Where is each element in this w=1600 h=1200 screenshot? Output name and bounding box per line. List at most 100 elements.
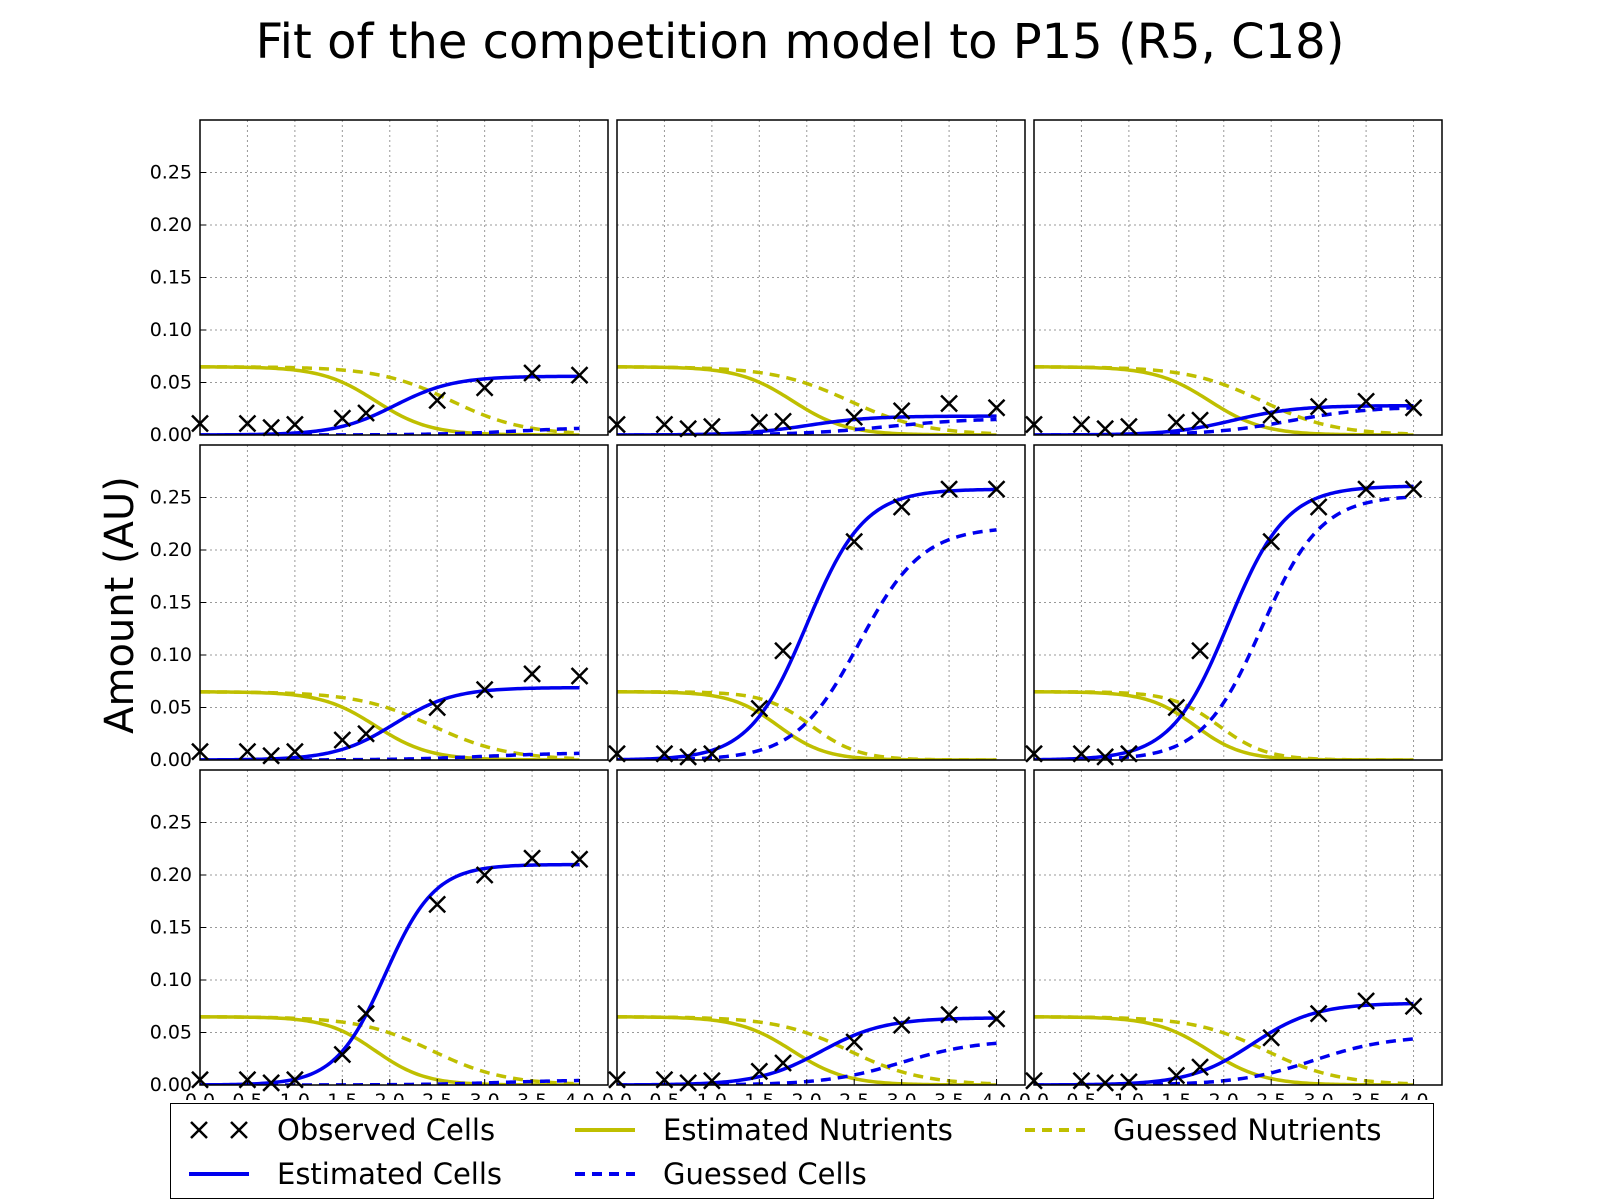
x-tick-label: 0.0 xyxy=(185,1090,215,1100)
observed-point xyxy=(1309,397,1328,416)
x-tick-label: 1.5 xyxy=(327,1090,357,1100)
y-tick-label: 0.10 xyxy=(150,969,192,991)
observed-marker-icon xyxy=(190,1121,248,1139)
observed-point xyxy=(1309,1004,1328,1023)
chart-plot-area: 0.00 0.05 0.10 0.15 0.20 0.25 0.00 0.05 0.10 0.15… xyxy=(150,119,1443,1100)
observed-point xyxy=(987,480,1006,498)
x-tick-label: 2.5 xyxy=(839,1090,869,1100)
observed-point xyxy=(940,1005,958,1024)
subplot-frame xyxy=(616,119,1026,436)
observed-point xyxy=(774,641,792,660)
observed-point xyxy=(1191,641,1209,660)
y-tick-label: 0.00 xyxy=(150,424,192,446)
observed-point xyxy=(703,744,721,763)
estimated-cells-line xyxy=(617,487,997,760)
subplot-frame xyxy=(1033,769,1443,1086)
subplot-5 xyxy=(608,444,1026,766)
observed-point xyxy=(475,680,494,699)
observed-point xyxy=(333,409,352,428)
observed-point xyxy=(262,746,281,765)
observed-point xyxy=(750,699,769,718)
estimated-cells-line xyxy=(200,862,580,1085)
observed-point xyxy=(1119,744,1138,763)
observed-point xyxy=(523,849,541,868)
observed-point xyxy=(523,665,541,683)
observed-point xyxy=(892,401,911,420)
observed-point xyxy=(679,747,698,766)
guessed-nutrients-line xyxy=(617,365,997,435)
observed-point xyxy=(570,667,589,685)
chart-title: Fit of the competition model to P15 (R5,… xyxy=(255,14,1345,70)
observed-point xyxy=(655,415,674,434)
solid-line-icon xyxy=(189,1172,249,1176)
x-tick-label: 1.5 xyxy=(1161,1090,1191,1100)
observed-point xyxy=(940,394,958,413)
x-tick-label: 0.5 xyxy=(1066,1090,1096,1100)
chart-legend: Observed Cells Estimated Nutrients Guess… xyxy=(170,1103,1434,1199)
observed-point xyxy=(1262,532,1281,551)
observed-point xyxy=(750,1062,769,1081)
guessed-cells-line xyxy=(617,417,997,435)
observed-point xyxy=(1096,747,1115,766)
observed-point xyxy=(892,1016,911,1035)
observed-point xyxy=(1404,997,1423,1016)
observed-point xyxy=(428,698,447,717)
subplot-8: 0.0 0.5 1.0 1.5 2.0 2.5 3.0 3.5 4.0 xyxy=(602,769,1026,1100)
legend-label-estimated-cells: Estimated Cells xyxy=(277,1157,503,1191)
x-tick-label: 4.0 xyxy=(564,1090,594,1100)
observed-point xyxy=(357,404,375,422)
x-tick-label: 0.0 xyxy=(1019,1090,1049,1100)
x-tick-label: 3.5 xyxy=(517,1090,547,1100)
subplot-7: 0.00 0.05 0.10 0.15 0.20 0.25 0.0 0.5 1.0 1.5 2.0 2… xyxy=(150,769,609,1100)
subplot-frame xyxy=(616,769,1026,1086)
x-tick-label: 1.5 xyxy=(744,1090,774,1100)
y-tick-label: 0.00 xyxy=(150,749,192,771)
observed-point xyxy=(262,1074,281,1092)
x-tick-label: 2.0 xyxy=(1209,1090,1239,1100)
observed-point xyxy=(475,866,494,884)
observed-point xyxy=(1096,419,1115,438)
legend-item-observed-cells: Observed Cells xyxy=(185,1110,495,1150)
observed-point xyxy=(1262,406,1281,424)
x-tick-label: 2.5 xyxy=(1256,1090,1286,1100)
observed-point xyxy=(1357,480,1375,498)
x-tick-label: 3.0 xyxy=(1304,1090,1334,1100)
y-tick-label: 0.00 xyxy=(150,1074,192,1096)
subplot-9: 0.0 0.5 1.0 1.5 2.0 2.5 3.0 3.5 4.0 xyxy=(1019,769,1443,1100)
y-tick-label: 0.05 xyxy=(150,1022,192,1044)
observed-point xyxy=(1167,698,1186,717)
observed-point xyxy=(987,1009,1006,1028)
observed-point xyxy=(570,850,589,869)
legend-label-guessed-nutrients: Guessed Nutrients xyxy=(1113,1113,1382,1147)
guessed-cells-line xyxy=(617,528,997,760)
observed-point xyxy=(570,366,589,385)
observed-point xyxy=(679,419,698,438)
observed-point xyxy=(1072,415,1091,434)
observed-point xyxy=(774,1054,792,1072)
observed-point xyxy=(333,731,352,749)
observed-point xyxy=(774,412,792,431)
observed-point xyxy=(475,378,494,397)
y-tick-label: 0.25 xyxy=(150,487,192,509)
observed-point xyxy=(357,1004,375,1023)
observed-point xyxy=(750,413,769,432)
observed-point xyxy=(523,364,541,382)
guessed-nutrients-line xyxy=(200,365,580,435)
legend-label-guessed-cells: Guessed Cells xyxy=(663,1157,867,1191)
legend-label-observed-cells: Observed Cells xyxy=(277,1113,496,1147)
observed-point xyxy=(286,415,304,434)
x-tick-label: 2.0 xyxy=(792,1090,822,1100)
guessed-nutrients-line xyxy=(200,690,580,760)
subplot-6 xyxy=(1025,444,1443,766)
observed-point xyxy=(238,414,257,433)
y-tick-label: 0.05 xyxy=(150,372,192,394)
subplot-frame xyxy=(1033,119,1443,436)
observed-point xyxy=(1357,392,1375,411)
observed-point xyxy=(333,1045,352,1064)
y-tick-label: 0.10 xyxy=(150,319,192,341)
subplot-frame xyxy=(1033,444,1443,761)
observed-point xyxy=(1072,744,1091,763)
observed-point xyxy=(1167,1066,1186,1085)
legend-item-estimated-nutrients: Estimated Nutrients xyxy=(571,1110,953,1150)
y-tick-label: 0.20 xyxy=(150,864,192,886)
